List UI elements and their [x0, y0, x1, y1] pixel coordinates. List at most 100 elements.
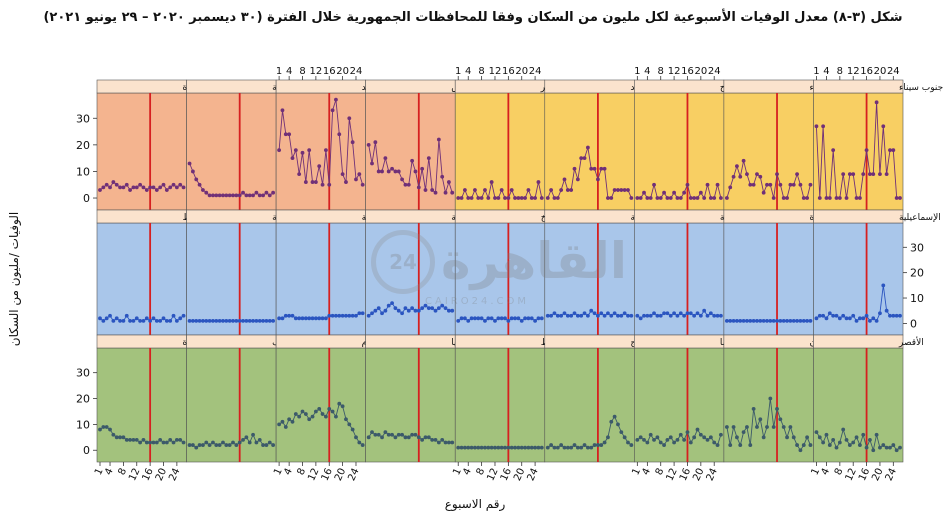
data-point [430, 306, 435, 311]
data-point [692, 435, 697, 440]
data-point [808, 318, 813, 323]
data-point [496, 196, 501, 200]
data-point [450, 440, 455, 445]
data-point [642, 190, 646, 195]
data-point [824, 316, 829, 321]
x-tick-label: 8 [478, 66, 484, 77]
panel-strip [544, 79, 635, 94]
data-point [204, 440, 209, 445]
data-point [473, 188, 477, 192]
data-point [894, 313, 899, 318]
data-point [357, 311, 362, 316]
panel-background [723, 222, 814, 336]
data-point [396, 169, 401, 174]
data-point [267, 318, 272, 323]
x-tick-label: 20 [512, 467, 527, 483]
x-tick-label: 1 [272, 467, 285, 477]
data-point [831, 313, 836, 318]
data-point [884, 308, 889, 313]
panel-strip [813, 209, 904, 224]
x-tick-label: 4 [823, 66, 829, 77]
data-point [854, 435, 859, 440]
data-point [569, 445, 574, 450]
data-point [383, 430, 388, 435]
data-point [616, 188, 620, 192]
data-point [144, 316, 149, 321]
data-point [211, 318, 215, 323]
x-tick-label: 4 [286, 66, 292, 77]
series-line [368, 139, 453, 195]
data-point [738, 318, 743, 323]
x-tick-label: 8 [837, 66, 843, 77]
data-point [334, 414, 338, 419]
data-point [579, 445, 584, 450]
data-point [393, 169, 398, 174]
data-point [138, 318, 143, 323]
data-point [668, 435, 673, 440]
data-point [158, 438, 163, 442]
data-point [698, 432, 703, 437]
data-point [761, 190, 766, 195]
data-point [672, 440, 676, 445]
data-point [728, 185, 733, 190]
data-point [141, 185, 146, 190]
data-point [181, 185, 186, 190]
data-point [393, 435, 398, 440]
panel-background [186, 92, 277, 211]
data-point [224, 443, 229, 447]
x-tick-label: 20 [515, 66, 528, 77]
data-point [168, 185, 173, 190]
data-point [406, 308, 411, 313]
data-point [204, 318, 209, 323]
data-point [599, 311, 604, 316]
data-point [775, 318, 779, 323]
x-tick-label: 4 [465, 66, 471, 77]
data-point [450, 190, 455, 195]
data-point [827, 196, 832, 200]
data-point [552, 311, 557, 316]
data-point [313, 409, 318, 414]
data-point [688, 440, 693, 445]
data-point [665, 196, 670, 200]
data-point [672, 190, 676, 195]
data-point [303, 316, 308, 321]
x-tick-label: 1 [455, 66, 461, 77]
data-point [396, 432, 401, 437]
y-tick-label: 20 [76, 139, 90, 152]
data-point [575, 313, 580, 318]
data-point [731, 174, 736, 179]
data-point [224, 193, 229, 198]
data-point [834, 445, 839, 450]
panel-background [275, 92, 366, 211]
data-point [357, 440, 362, 445]
data-point [420, 438, 425, 442]
data-point [416, 435, 421, 440]
data-point [503, 196, 507, 200]
data-point [705, 313, 710, 318]
data-point [821, 313, 826, 318]
x-tick-label: 4 [282, 467, 295, 477]
data-point [655, 435, 660, 440]
data-point [539, 445, 544, 450]
data-point [871, 172, 876, 176]
x-tick-label: 1 [809, 467, 822, 477]
data-point [247, 318, 252, 323]
data-point [765, 425, 769, 429]
data-point [791, 435, 796, 440]
data-point [271, 443, 276, 447]
y-tick-label: 30 [76, 112, 90, 125]
data-point [327, 313, 332, 318]
data-point [765, 182, 769, 187]
data-point [118, 318, 122, 323]
data-point [476, 196, 481, 200]
data-point [549, 313, 554, 318]
data-point [824, 196, 829, 200]
data-point [891, 313, 896, 318]
x-tick-label: 16 [502, 66, 515, 77]
panel-strip [544, 334, 635, 349]
panel-background [544, 222, 635, 336]
panel-strip [813, 334, 904, 349]
data-point [154, 318, 159, 323]
data-point [579, 313, 584, 318]
data-point [612, 414, 617, 419]
